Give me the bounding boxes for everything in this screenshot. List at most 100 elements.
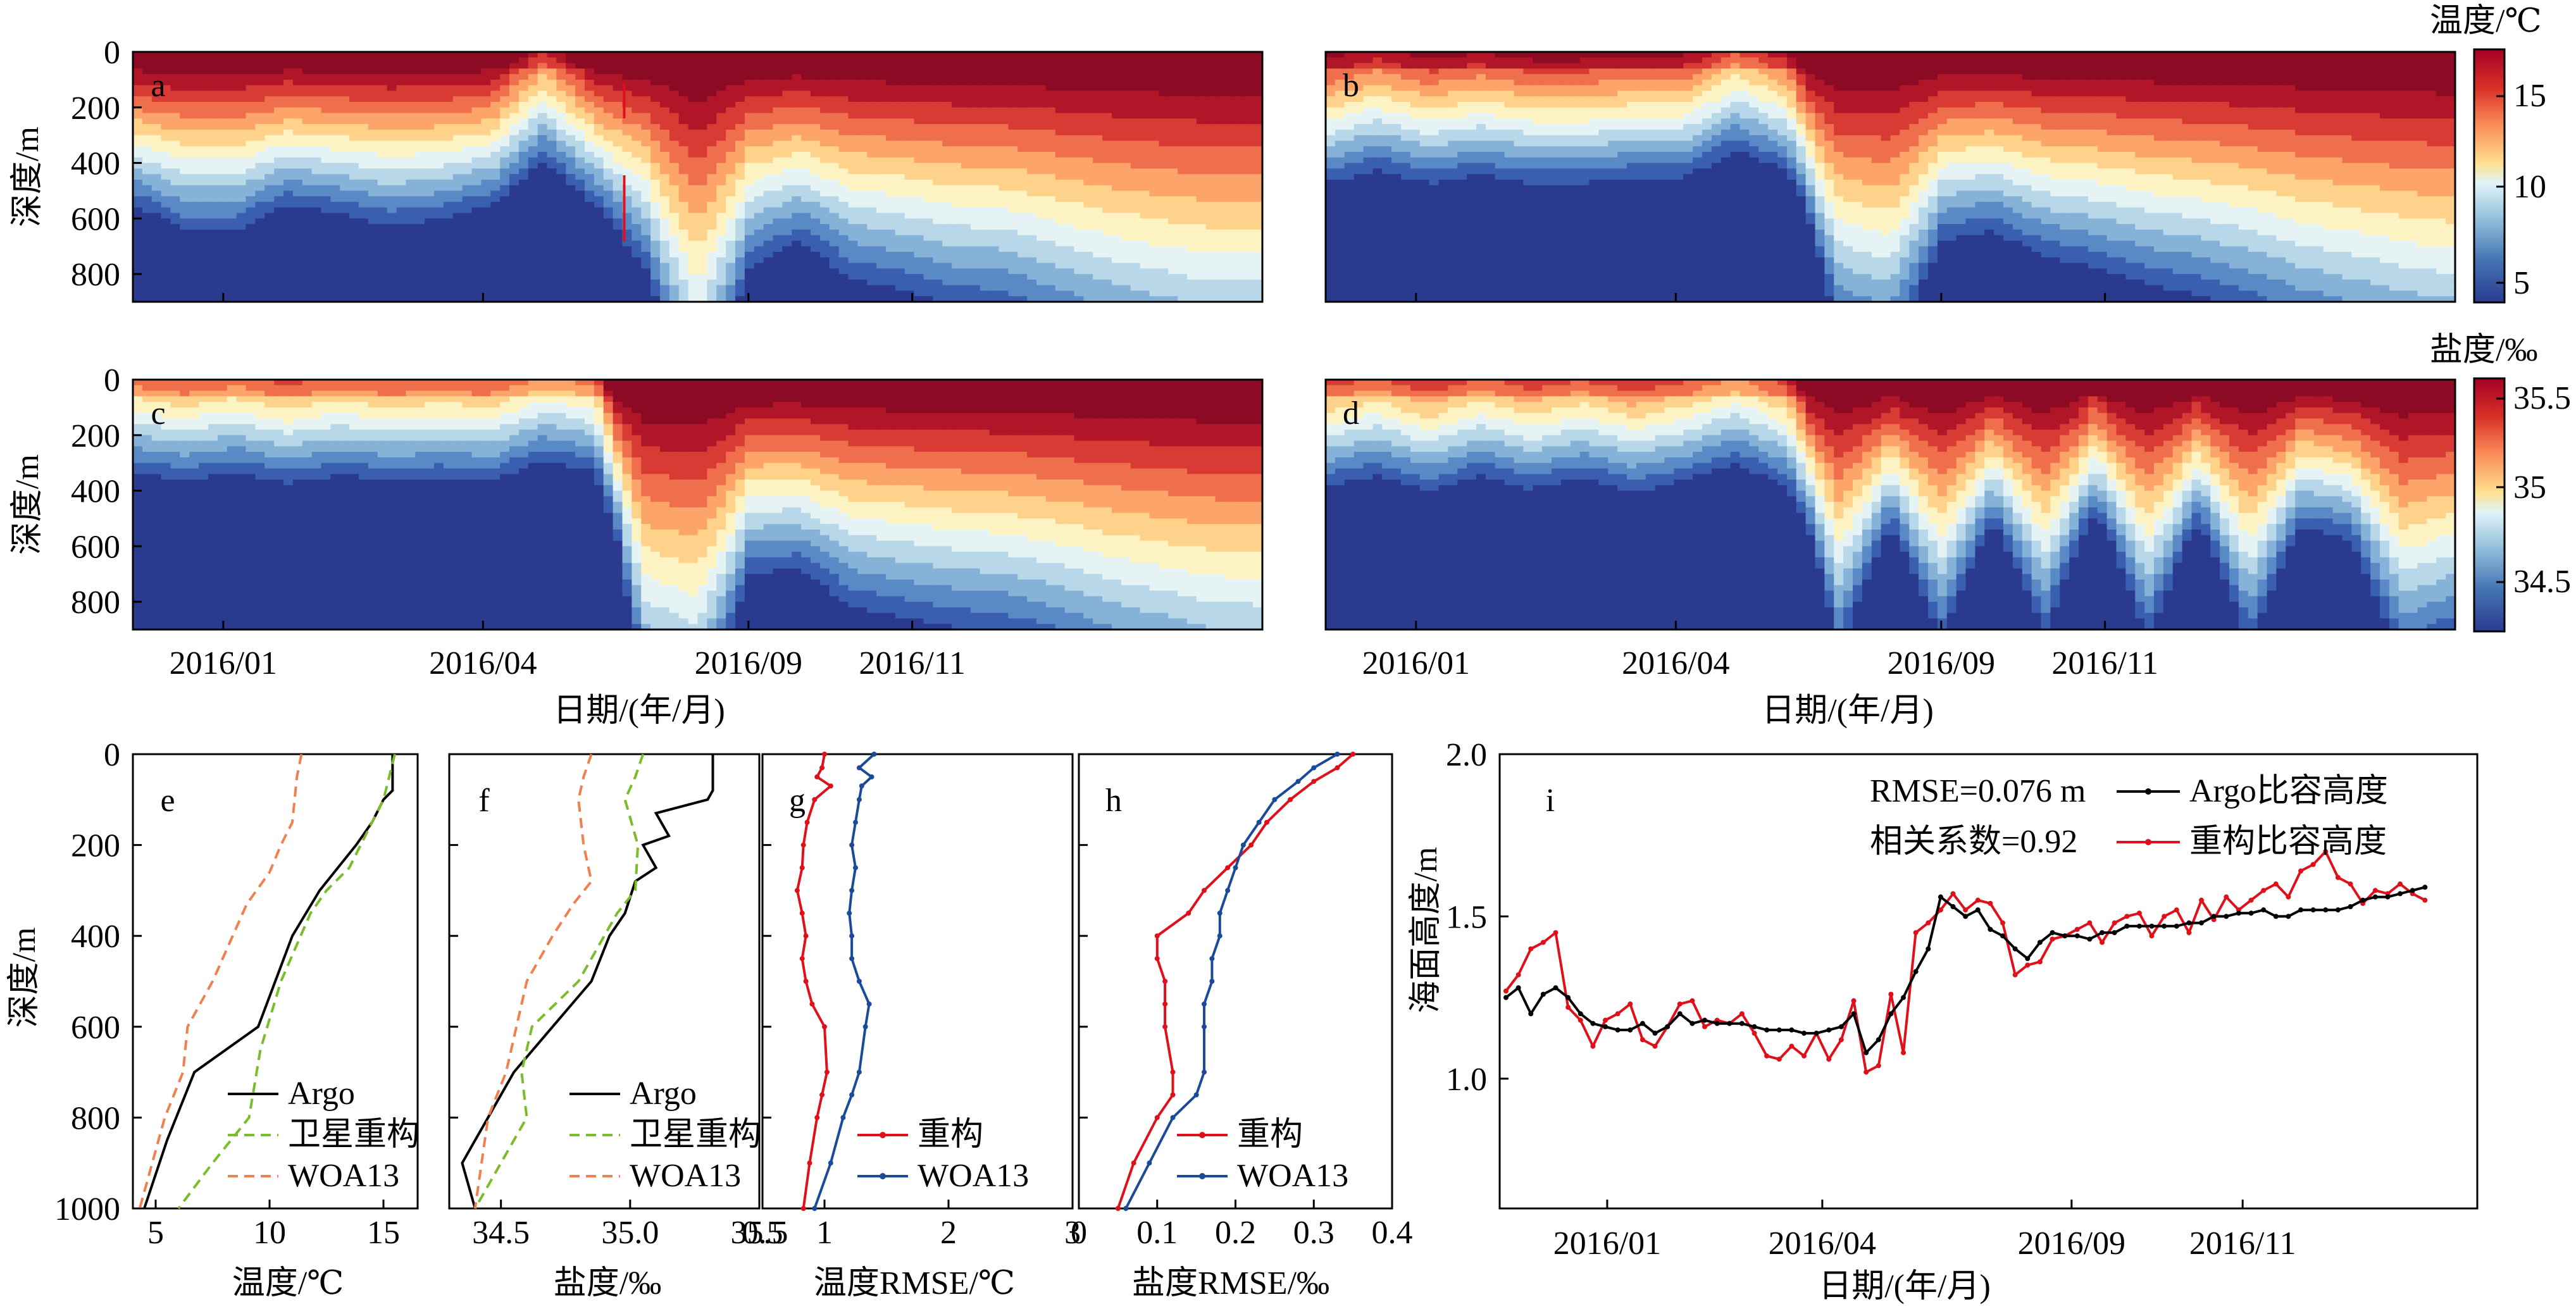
heatmap-cell [283, 224, 294, 230]
heatmap-cell [330, 118, 340, 125]
heatmap-cell [340, 202, 350, 208]
heatmap-cell [133, 90, 143, 97]
heatmap-cell [519, 68, 529, 75]
heatmap-cell [500, 68, 510, 75]
heatmap-cell [133, 118, 143, 125]
heatmap-cell [500, 113, 510, 120]
heatmap-cell [255, 158, 265, 164]
heatmap-cell [632, 58, 642, 64]
heatmap-cell [415, 268, 425, 275]
heatmap-cell [444, 180, 454, 186]
heatmap-cell [180, 108, 190, 114]
heatmap-cell [500, 240, 510, 247]
heatmap-cell [171, 90, 181, 97]
heatmap-cell [142, 185, 152, 192]
heatmap-cell [321, 90, 332, 97]
heatmap-cell [528, 102, 538, 108]
heatmap-cell [378, 58, 388, 64]
heatmap-cell [255, 285, 265, 292]
heatmap-cell [368, 263, 378, 270]
heatmap-cell [283, 258, 294, 264]
heatmap-cell [519, 168, 529, 175]
heatmap-cell [528, 258, 538, 264]
heatmap-cell [274, 80, 284, 86]
heatmap-cell [434, 102, 444, 108]
heatmap-cell [604, 174, 614, 180]
heatmap-cell [556, 102, 566, 108]
heatmap-cell [264, 180, 275, 186]
heatmap-cell [321, 213, 332, 220]
heatmap-cell [406, 168, 416, 175]
heatmap-cell [161, 163, 171, 170]
heatmap-cell [415, 63, 425, 70]
heatmap-cell [152, 240, 162, 247]
heatmap-cell [463, 163, 473, 170]
heatmap-cell [199, 185, 209, 192]
heatmap-cell [340, 158, 350, 164]
heatmap-cell [171, 85, 181, 92]
heatmap-cell [566, 102, 576, 108]
heatmap-cell [397, 202, 407, 208]
heatmap-cell [632, 246, 642, 252]
heatmap-cell [142, 285, 152, 292]
heatmap-cell [528, 280, 538, 286]
heatmap-cell [538, 168, 548, 175]
heatmap-cell [472, 140, 482, 147]
heatmap-cell [330, 240, 340, 247]
heatmap-cell [463, 190, 473, 197]
heatmap-cell [453, 85, 463, 92]
heatmap-cell [237, 108, 247, 114]
heatmap-cell [349, 252, 359, 258]
heatmap-cell [218, 113, 228, 120]
heatmap-cell [330, 224, 340, 230]
heatmap-cell [180, 63, 190, 70]
heatmap-cell [556, 85, 566, 92]
heatmap-cell [255, 113, 265, 120]
heatmap-cell [321, 230, 332, 236]
heatmap-cell [264, 230, 275, 236]
heatmap-cell [594, 235, 604, 242]
heatmap-cell [237, 258, 247, 264]
heatmap-cell [575, 202, 585, 208]
heatmap-cell [274, 63, 284, 70]
heatmap-cell [255, 80, 265, 86]
heatmap-cell [528, 268, 538, 275]
heatmap-cell [340, 163, 350, 170]
heatmap-cell [509, 135, 520, 142]
heatmap-cell [199, 246, 209, 252]
heatmap-cell [613, 202, 623, 208]
heatmap-cell [444, 146, 454, 152]
heatmap-cell [227, 285, 237, 292]
heatmap-cell [180, 135, 190, 142]
heatmap-cell [434, 130, 444, 136]
heatmap-cell [387, 80, 397, 86]
heatmap-cell [189, 163, 199, 170]
heatmap-cell [556, 108, 566, 114]
heatmap-cell [189, 58, 199, 64]
heatmap-cell [566, 185, 576, 192]
heatmap-cell [312, 58, 322, 64]
heatmap-cell [246, 163, 256, 170]
heatmap-cell [453, 190, 463, 197]
heatmap-cell [500, 96, 510, 102]
heatmap-cell [453, 68, 463, 75]
heatmap-cell [349, 274, 359, 280]
heatmap-cell [509, 185, 520, 192]
heatmap-cell [415, 158, 425, 164]
heatmap-cell [425, 258, 435, 264]
heatmap-cell [538, 152, 548, 158]
heatmap-cell [274, 185, 284, 192]
heatmap-cell [349, 240, 359, 247]
heatmap-cell [566, 258, 576, 264]
heatmap-cell [509, 224, 520, 230]
heatmap-cell [274, 152, 284, 158]
heatmap-cell [444, 63, 454, 70]
heatmap-cell [359, 285, 369, 292]
heatmap-cell [171, 280, 181, 286]
heatmap-cell [434, 85, 444, 92]
heatmap-cell [528, 185, 538, 192]
heatmap-cell [604, 224, 614, 230]
heatmap-cell [632, 130, 642, 136]
heatmap-cell [387, 96, 397, 102]
heatmap-cell [641, 102, 651, 108]
